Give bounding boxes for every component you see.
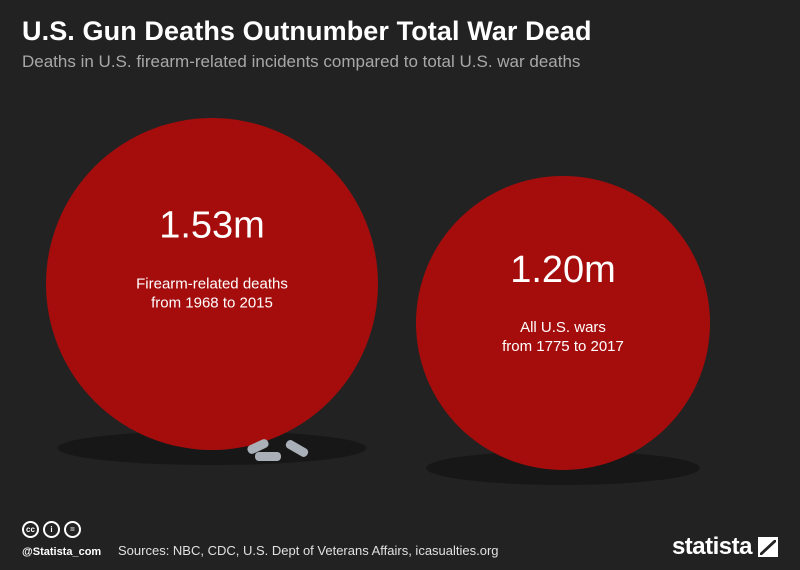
cc-icon: cc [22,521,39,538]
bubble [415,175,711,471]
statista-logo-text: statista [671,533,753,560]
license-icons: cc i = [22,521,81,538]
bullet-casings [247,439,309,461]
no-derivatives-icon: = [64,521,81,538]
bubble-category-label: from 1775 to 2017 [502,338,624,355]
bubble-category-label: Firearm-related deaths [136,276,288,293]
bullet-casing-icon [285,440,309,457]
bullet-casing-icon [247,439,269,454]
bubble [46,118,378,450]
bubbles [46,118,711,471]
bullet-casing-icon [255,452,281,461]
bubble-value-label: 1.53m [159,205,265,247]
chart-title: U.S. Gun Deaths Outnumber Total War Dead [22,16,592,46]
attribution-icon: i [43,521,60,538]
chart-subtitle: Deaths in U.S. firearm-related incidents… [22,52,581,71]
statista-logo: statista [672,533,778,561]
statista-logo-icon [758,537,778,557]
bubble-category-label: All U.S. wars [520,319,606,336]
bubble-value-label: 1.20m [510,249,616,291]
statista-handle: @Statista_com [22,546,102,558]
bubble-labels: 1.53m Firearm-related deaths from 1968 to … [136,205,624,355]
bubble-category-label: from 1968 to 2015 [151,295,273,312]
sources-text: Sources: NBC, CDC, U.S. Dept of Veterans… [118,543,499,558]
